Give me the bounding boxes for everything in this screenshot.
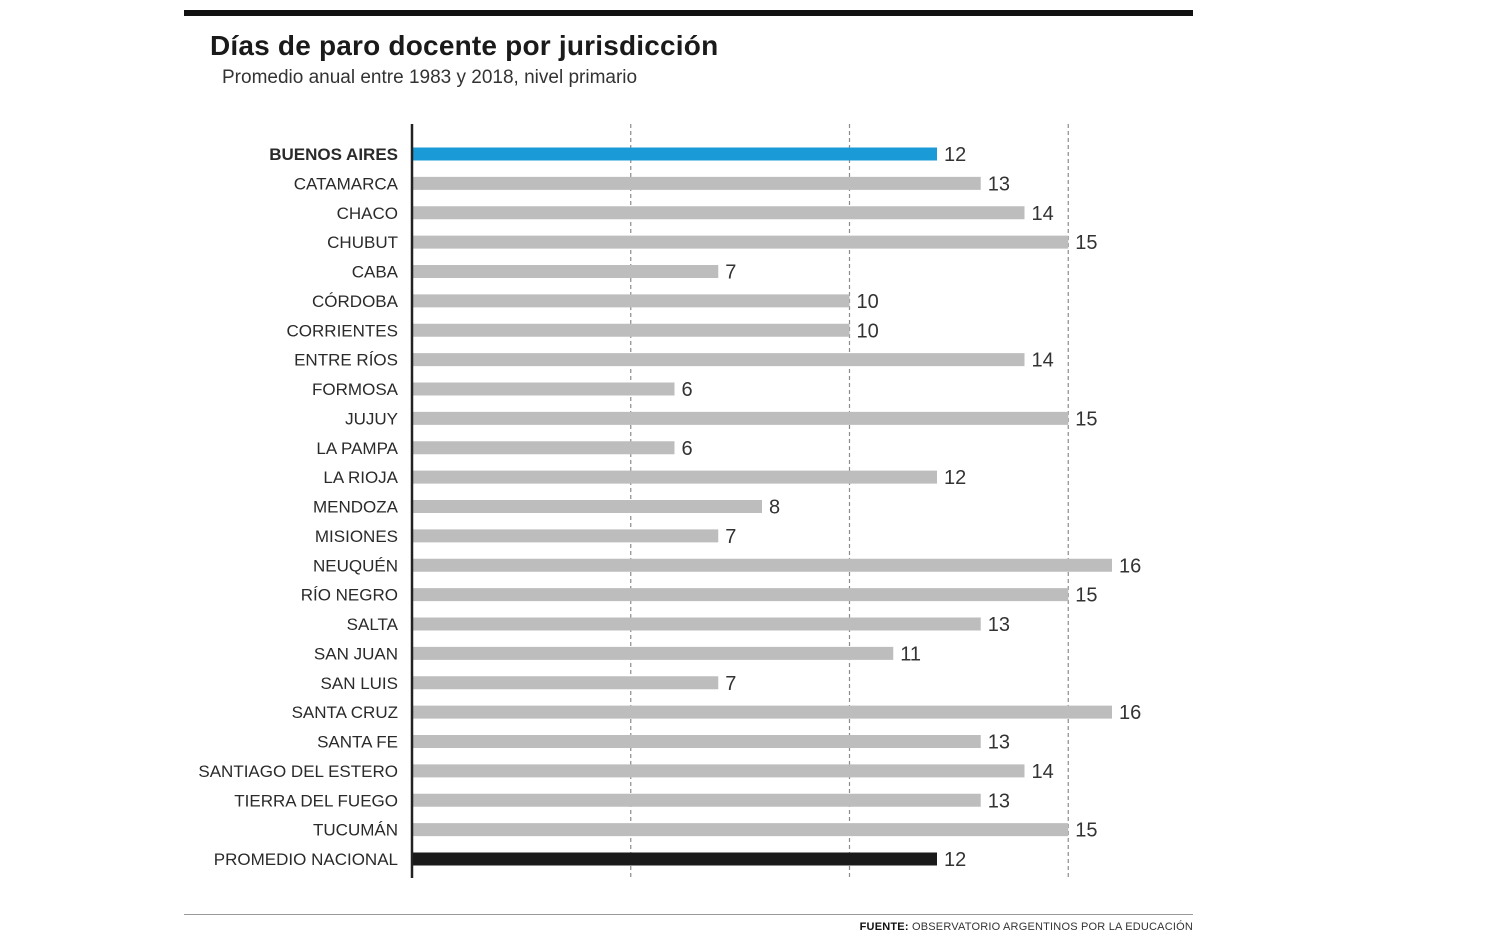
category-label-chubut: CHUBUT bbox=[327, 233, 398, 252]
value-label-entre-rios: 14 bbox=[1032, 350, 1054, 372]
bar-formosa bbox=[412, 382, 675, 396]
category-label-la-pampa: LA PAMPA bbox=[316, 439, 398, 458]
category-label-entre-rios: ENTRE RÍOS bbox=[294, 351, 398, 370]
value-label-promedio-nacional: 12 bbox=[944, 849, 966, 871]
bar-chaco bbox=[412, 206, 1025, 220]
category-label-tierra-del-fuego: TIERRA DEL FUEGO bbox=[234, 791, 398, 810]
category-label-promedio-nacional: PROMEDIO NACIONAL bbox=[214, 850, 398, 869]
category-label-catamarca: CATAMARCA bbox=[294, 174, 399, 193]
value-label-neuquen: 16 bbox=[1119, 555, 1141, 577]
category-label-san-luis: SAN LUIS bbox=[321, 674, 398, 693]
category-label-jujuy: JUJUY bbox=[345, 409, 398, 428]
bar-corrientes bbox=[412, 323, 850, 337]
value-labels: 12 13 14 15 7 10 10 14 6 15 6 12 8 7 16 15 13 11 7 16 13 14 13… bbox=[682, 144, 1142, 871]
bar-tucuman bbox=[412, 823, 1069, 837]
source-label: FUENTE: bbox=[859, 921, 909, 933]
category-label-neuquen: NEUQUÉN bbox=[313, 556, 398, 575]
chart-subtitle: Promedio anual entre 1983 y 2018, nivel … bbox=[222, 67, 638, 88]
value-label-la-rioja: 12 bbox=[944, 467, 966, 489]
value-label-salta: 13 bbox=[988, 614, 1010, 636]
value-label-rio-negro: 15 bbox=[1075, 585, 1097, 607]
value-label-santiago-del-estero: 14 bbox=[1032, 761, 1054, 783]
category-label-la-rioja: LA RIOJA bbox=[323, 468, 398, 487]
bar-la-pampa bbox=[412, 441, 675, 455]
chart-title: Días de paro docente por jurisdicción bbox=[210, 30, 719, 61]
bar-promedio-nacional bbox=[412, 852, 937, 866]
bar-san-juan bbox=[412, 646, 894, 660]
source-text: OBSERVATORIO ARGENTINOS POR LA EDUCACIÓN bbox=[908, 921, 1193, 933]
value-label-cordoba: 10 bbox=[857, 291, 879, 313]
category-label-san-juan: SAN JUAN bbox=[314, 644, 398, 663]
bar-chubut bbox=[412, 235, 1069, 249]
value-label-jujuy: 15 bbox=[1075, 408, 1097, 430]
bar-santa-fe bbox=[412, 735, 981, 748]
category-label-formosa: FORMOSA bbox=[312, 380, 399, 399]
category-label-tucuman: TUCUMÁN bbox=[313, 821, 398, 840]
bar-tierra-del-fuego bbox=[412, 793, 981, 807]
source-note: FUENTE: OBSERVATORIO ARGENTINOS POR LA E… bbox=[860, 921, 1193, 933]
value-label-caba: 7 bbox=[725, 262, 736, 284]
category-label-rio-negro: RÍO NEGRO bbox=[301, 586, 398, 605]
value-label-chaco: 14 bbox=[1032, 203, 1054, 225]
bar-salta bbox=[412, 617, 981, 631]
value-label-tierra-del-fuego: 13 bbox=[988, 790, 1010, 812]
value-label-san-luis: 7 bbox=[725, 673, 736, 695]
value-label-catamarca: 13 bbox=[988, 173, 1010, 195]
bottom-rule bbox=[184, 914, 1193, 915]
bar-catamarca bbox=[412, 176, 981, 190]
top-rule bbox=[184, 10, 1193, 16]
category-label-mendoza: MENDOZA bbox=[313, 498, 399, 517]
category-label-misiones: MISIONES bbox=[315, 527, 398, 546]
bar-buenos-aires bbox=[412, 147, 937, 161]
category-label-buenos-aires: BUENOS AIRES bbox=[269, 145, 398, 164]
bar-misiones bbox=[412, 529, 719, 543]
value-label-mendoza: 8 bbox=[769, 497, 780, 519]
bar-rio-negro bbox=[412, 588, 1069, 602]
bars bbox=[412, 147, 1112, 866]
category-label-santa-cruz: SANTA CRUZ bbox=[292, 703, 398, 722]
bar-jujuy bbox=[412, 411, 1069, 425]
category-label-salta: SALTA bbox=[347, 615, 399, 634]
value-label-santa-fe: 13 bbox=[988, 732, 1010, 754]
bar-santiago-del-estero bbox=[412, 764, 1025, 778]
category-label-corrientes: CORRIENTES bbox=[287, 321, 398, 340]
value-label-formosa: 6 bbox=[682, 379, 693, 401]
value-label-santa-cruz: 16 bbox=[1119, 702, 1141, 724]
value-label-buenos-aires: 12 bbox=[944, 144, 966, 166]
bar-mendoza bbox=[412, 500, 762, 513]
value-label-misiones: 7 bbox=[725, 526, 736, 548]
bar-entre-rios bbox=[412, 353, 1025, 367]
category-label-caba: CABA bbox=[352, 263, 399, 282]
category-labels: BUENOS AIRES CATAMARCA CHACO CHUBUT CABA CÓRD… bbox=[198, 145, 398, 869]
bar-san-luis bbox=[412, 676, 719, 690]
value-label-corrientes: 10 bbox=[857, 320, 879, 342]
category-label-chaco: CHACO bbox=[337, 204, 398, 223]
bar-cordoba bbox=[412, 294, 850, 308]
value-label-la-pampa: 6 bbox=[682, 438, 693, 460]
bar-la-rioja bbox=[412, 470, 937, 484]
category-label-cordoba: CÓRDOBA bbox=[312, 292, 399, 311]
bar-neuquen bbox=[412, 558, 1112, 572]
bar-santa-cruz bbox=[412, 705, 1112, 719]
category-label-santa-fe: SANTA FE bbox=[317, 733, 398, 752]
value-label-chubut: 15 bbox=[1075, 232, 1097, 254]
value-label-tucuman: 15 bbox=[1075, 820, 1097, 842]
value-label-san-juan: 11 bbox=[900, 643, 921, 665]
bar-caba bbox=[412, 265, 719, 278]
category-label-santiago-del-estero: SANTIAGO DEL ESTERO bbox=[198, 762, 398, 781]
